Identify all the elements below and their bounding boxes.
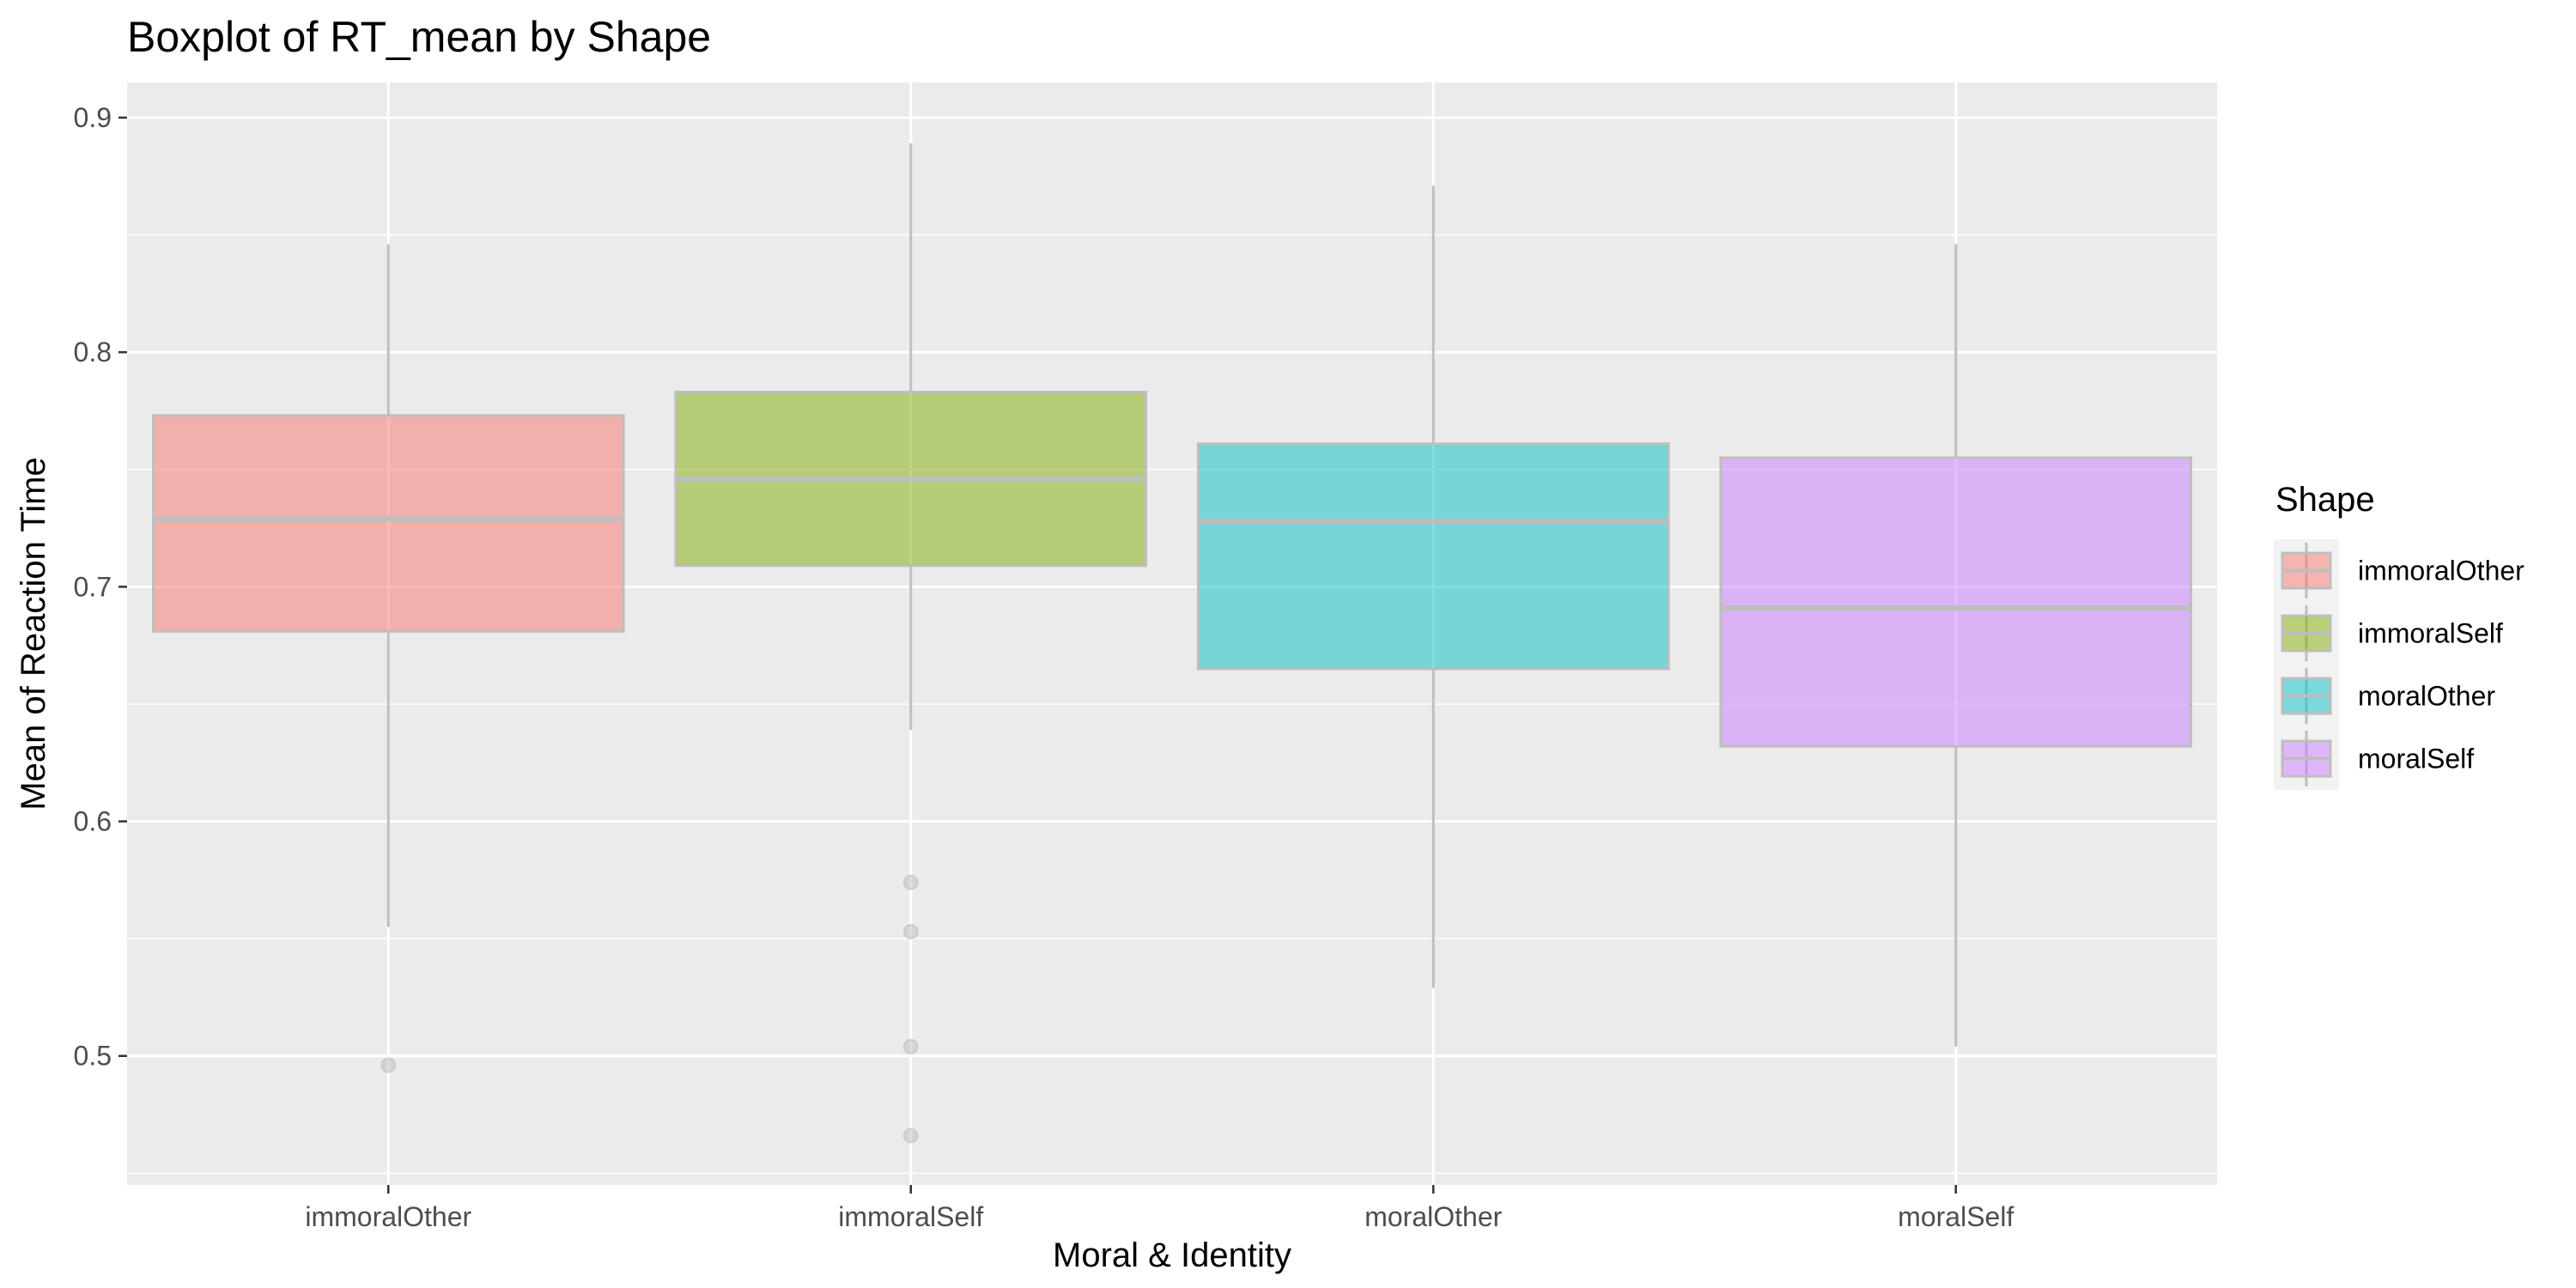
legend-title: Shape	[2275, 481, 2375, 519]
outlier-point	[902, 1038, 919, 1054]
y-tick-label: 0.9	[74, 102, 112, 133]
legend-item-immoralOther: immoralOther	[2281, 543, 2524, 598]
x-tick-label: moralOther	[1364, 1201, 1502, 1232]
box-body	[1196, 442, 1670, 671]
box-moralOther	[1196, 185, 1670, 988]
legend: Shape immoralOther immoralSelf moralOther m…	[2274, 481, 2524, 790]
outlier-point	[902, 874, 919, 890]
legend-label: immoralOther	[2358, 556, 2524, 586]
box-body	[1719, 456, 2193, 748]
box-moralSelf	[1719, 244, 2193, 1047]
box-immoralSelf	[674, 143, 1148, 1144]
y-tick-label: 0.5	[74, 1041, 112, 1072]
legend-label: immoralSelf	[2358, 618, 2503, 649]
axis-layer: 0.5 0.6 0.7 0.8 0.9 immoralOther immoralSelf mo…	[74, 102, 2014, 1232]
legend-item-immoralSelf: immoralSelf	[2281, 605, 2503, 661]
y-tick-label: 0.8	[74, 337, 112, 368]
outlier-point	[380, 1057, 397, 1073]
x-tick-label: immoralSelf	[838, 1201, 983, 1232]
outlier-point	[902, 923, 919, 939]
x-tick-label: moralSelf	[1898, 1201, 2014, 1232]
box-immoralOther	[151, 244, 625, 1073]
legend-item-moralOther: moralOther	[2281, 668, 2495, 724]
y-tick-label: 0.6	[74, 806, 112, 837]
chart-title: Boxplot of RT_mean by Shape	[127, 13, 711, 61]
x-axis-title: Moral & Identity	[1053, 1236, 1291, 1274]
legend-item-moralSelf: moralSelf	[2281, 731, 2474, 787]
x-tick-label: immoralOther	[305, 1201, 471, 1232]
legend-label: moralSelf	[2358, 744, 2474, 775]
legend-label: moralOther	[2358, 681, 2495, 712]
outlier-point	[902, 1127, 919, 1144]
box-layer	[151, 143, 2193, 1144]
box-body	[151, 414, 625, 633]
y-axis-title: Mean of Reaction Time	[15, 457, 52, 810]
y-tick-label: 0.7	[74, 571, 112, 602]
